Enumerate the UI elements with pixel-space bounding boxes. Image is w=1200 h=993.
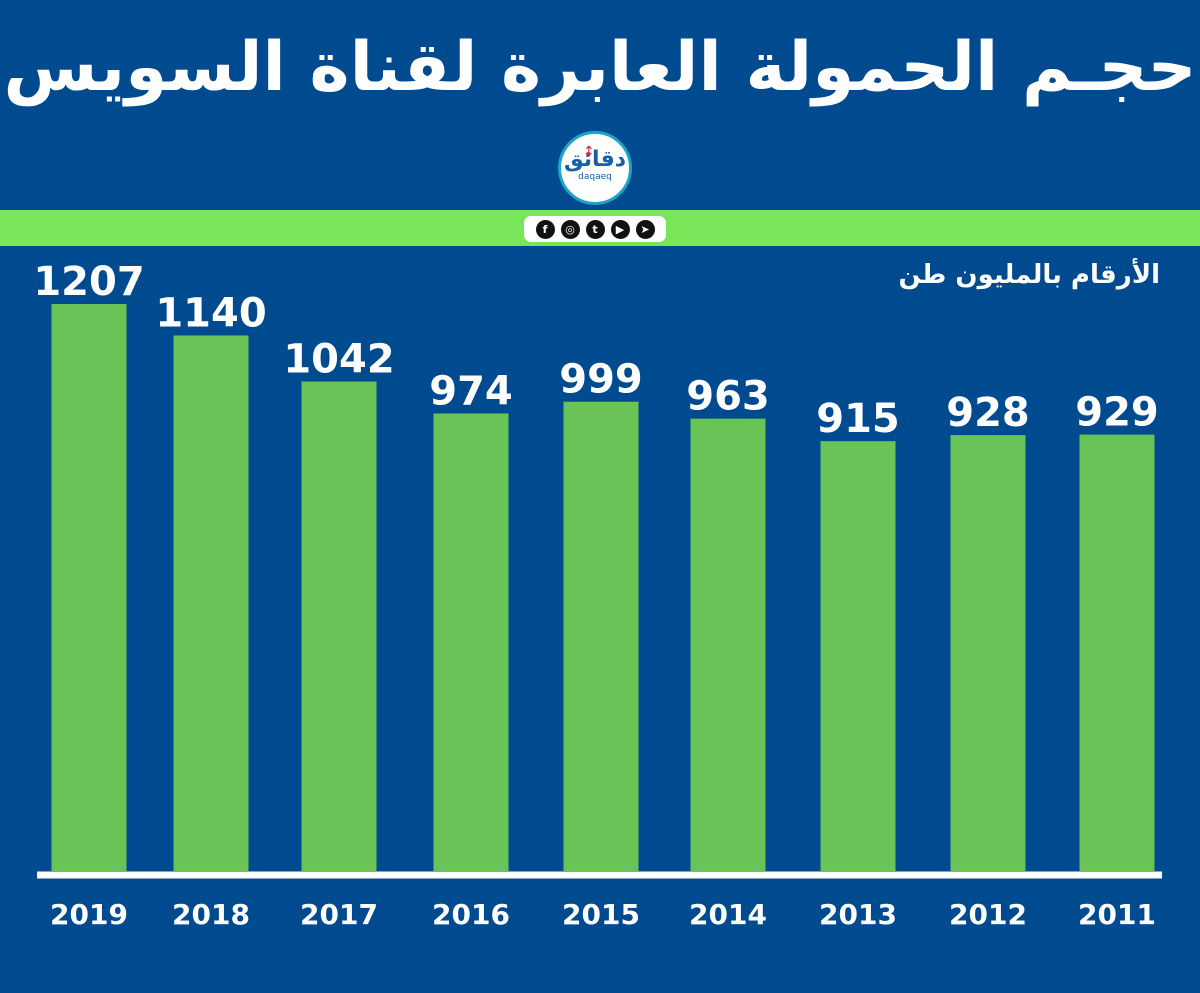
instagram-icon[interactable]: ◎ <box>560 219 580 239</box>
bar-2018 <box>173 335 249 872</box>
value-label-2018: 1140 <box>155 290 266 336</box>
value-label-2019: 1207 <box>33 259 144 305</box>
value-label-2014: 963 <box>686 374 770 420</box>
twitter-icon[interactable]: t <box>585 219 605 239</box>
arrow-icon: ↕ <box>583 144 595 160</box>
year-label-2017: 2017 <box>300 898 378 931</box>
logo-arabic-text: دقائق <box>563 147 627 172</box>
value-label-2013: 915 <box>816 396 900 442</box>
value-label-2017: 1042 <box>283 337 394 383</box>
value-label-2012: 928 <box>946 390 1030 436</box>
year-label-2016: 2016 <box>432 898 510 931</box>
year-label-2018: 2018 <box>172 898 250 931</box>
facebook-icon[interactable]: f <box>535 219 555 239</box>
bar-2016 <box>433 413 509 871</box>
year-label-2015: 2015 <box>562 898 640 931</box>
unit-label: الأرقام بالمليون طن <box>898 260 1160 290</box>
bar-2019 <box>51 304 127 871</box>
bar-2013 <box>820 441 896 871</box>
telegram-icon[interactable]: ➤ <box>635 219 655 239</box>
value-label-2015: 999 <box>559 357 643 403</box>
bar-2017 <box>301 381 377 871</box>
bar-2011 <box>1079 434 1155 871</box>
value-label-2016: 974 <box>429 368 513 414</box>
bar-2014 <box>690 418 766 871</box>
logo-latin-text: daqaeq <box>578 172 612 182</box>
year-label-2011: 2011 <box>1078 898 1156 931</box>
bar-2012 <box>950 435 1026 871</box>
brand-logo: ↕ دقائق daqaeq <box>558 131 632 205</box>
value-label-2011: 929 <box>1075 390 1159 436</box>
year-label-2019: 2019 <box>50 898 128 931</box>
youtube-icon[interactable]: ▶ <box>610 219 630 239</box>
year-label-2013: 2013 <box>819 898 897 931</box>
bar-2015 <box>563 401 639 871</box>
chart-title: حجـم الحمولة العابرة لقناة السويس <box>3 28 1197 107</box>
year-label-2012: 2012 <box>949 898 1027 931</box>
social-icons-bar: f ◎ t ▶ ➤ <box>524 216 666 242</box>
year-label-2014: 2014 <box>689 898 767 931</box>
